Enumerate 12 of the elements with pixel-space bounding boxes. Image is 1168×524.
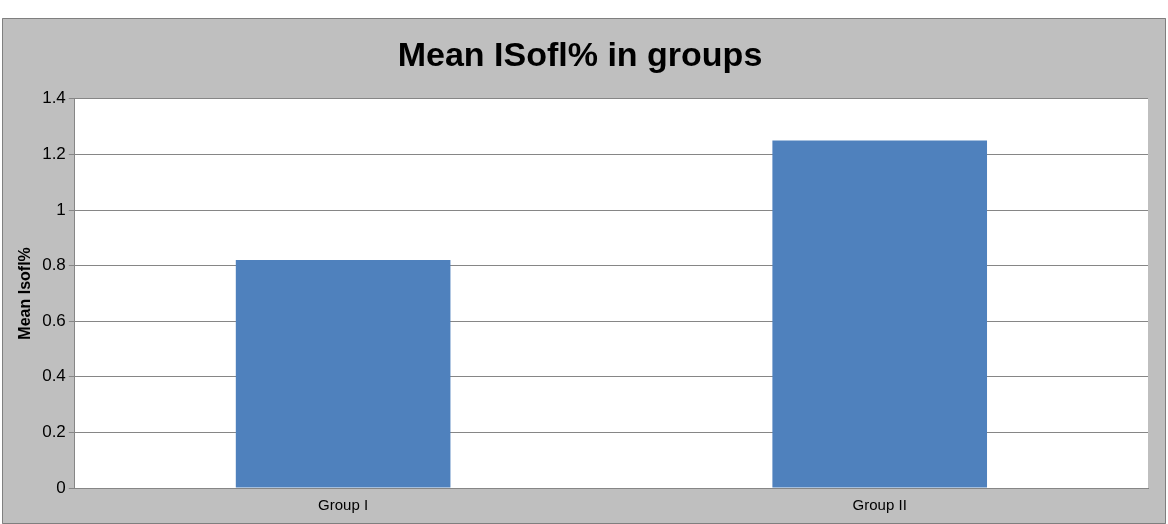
y-tick-label: 1.4: [42, 88, 66, 108]
y-tick-label: 0.4: [42, 366, 66, 386]
y-tick-label: 0.6: [42, 310, 66, 330]
y-tick-label: 0.8: [42, 255, 66, 275]
y-tick-label: 0.2: [42, 422, 66, 442]
chart-title: Mean ISofl% in groups: [397, 34, 763, 73]
y-tick-label: 1: [56, 199, 66, 219]
y-tick-label: 0: [56, 477, 66, 497]
x-tick-label: Group II: [852, 496, 907, 514]
y-axis-title: Mean Isofl%: [16, 247, 34, 340]
x-tick-label: Group I: [318, 496, 369, 514]
y-tick-label: 1.2: [42, 144, 66, 164]
